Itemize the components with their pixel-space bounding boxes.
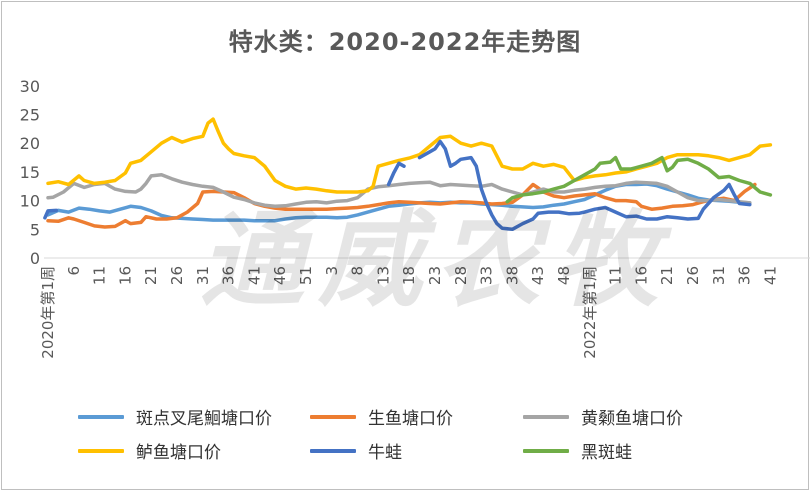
legend-swatch bbox=[523, 448, 569, 453]
watermark: 通威农牧 bbox=[200, 199, 673, 321]
y-tick-label: 0 bbox=[30, 249, 40, 268]
x-tick-label: 36 bbox=[736, 266, 754, 285]
legend-label: 生鱼塘口价 bbox=[368, 409, 453, 429]
y-tick-label: 10 bbox=[20, 192, 40, 211]
legend-label: 牛蛙 bbox=[368, 443, 402, 463]
x-tick-label: 38 bbox=[503, 266, 521, 285]
series-line-0 bbox=[46, 182, 752, 223]
x-tick-label: 21 bbox=[142, 266, 160, 285]
legend-label: 鲈鱼塘口价 bbox=[136, 443, 221, 463]
legend-item-spotted-pompano: 斑点叉尾鮰塘口价 bbox=[78, 404, 272, 429]
x-tick-label: 18 bbox=[400, 266, 418, 285]
x-tick-label: 8 bbox=[349, 266, 367, 276]
x-tick-label: 46 bbox=[271, 266, 289, 285]
legend-swatch bbox=[310, 414, 356, 419]
series-line-4 bbox=[417, 139, 752, 232]
x-axis-ticks: 2020年第1周 6 11 16 21 26 31 36 41 46 51 3 8 13 18 23 28 33 3… bbox=[39, 266, 779, 359]
series-line-4 bbox=[43, 208, 59, 220]
legend-item-black-spotted-frog: 黑斑蛙 bbox=[523, 438, 632, 463]
x-tick-label: 31 bbox=[710, 266, 728, 285]
x-tick-label: 23 bbox=[426, 266, 444, 285]
y-tick-label: 15 bbox=[20, 163, 40, 182]
x-tick-label: 48 bbox=[555, 266, 573, 285]
x-tick-label: 13 bbox=[374, 266, 392, 285]
legend: 斑点叉尾鮰塘口价 生鱼塘口价 黄颡鱼塘口价 鲈鱼塘口价 牛蛙 黑斑蛙 bbox=[78, 404, 778, 466]
x-tick-label: 3 bbox=[323, 266, 341, 276]
y-tick-label: 20 bbox=[20, 134, 40, 153]
x-tick-label: 16 bbox=[632, 266, 650, 285]
x-tick-label: 26 bbox=[684, 266, 702, 285]
series-line-1 bbox=[46, 182, 757, 229]
y-tick-label: 5 bbox=[30, 220, 40, 239]
x-tick-label: 16 bbox=[116, 266, 134, 285]
x-tick-label: 11 bbox=[607, 266, 625, 285]
x-tick-label: 43 bbox=[529, 266, 547, 285]
y-tick-label: 30 bbox=[20, 77, 40, 96]
legend-item-bullfrog: 牛蛙 bbox=[310, 438, 402, 463]
x-tick-label: 2022年第1周 bbox=[581, 266, 599, 359]
x-tick-label: 26 bbox=[168, 266, 186, 285]
x-tick-label: 2020年第1周 bbox=[39, 266, 57, 359]
x-tick-label: 36 bbox=[220, 266, 238, 285]
x-tick-label: 31 bbox=[194, 266, 212, 285]
y-tick-label: 25 bbox=[20, 106, 40, 125]
chart-title: 特水类：2020-2022年走势图 bbox=[228, 28, 582, 56]
series-line-4 bbox=[386, 161, 406, 187]
legend-label: 黑斑蛙 bbox=[581, 443, 632, 463]
legend-item-sea-bass: 鲈鱼塘口价 bbox=[78, 438, 221, 463]
legend-swatch bbox=[310, 448, 356, 453]
x-tick-label: 41 bbox=[245, 266, 263, 285]
x-tick-label: 11 bbox=[91, 266, 109, 285]
x-tick-label: 51 bbox=[297, 266, 315, 285]
x-tick-label: 28 bbox=[452, 266, 470, 285]
x-tick-label: 6 bbox=[65, 266, 83, 276]
legend-swatch bbox=[78, 414, 124, 419]
x-tick-label: 21 bbox=[658, 266, 676, 285]
x-tick-label: 33 bbox=[478, 266, 496, 285]
x-tick-label: 41 bbox=[761, 266, 779, 285]
series-lines bbox=[43, 117, 773, 232]
y-axis-ticks: 0 5 10 15 20 25 30 bbox=[20, 77, 40, 268]
legend-label: 斑点叉尾鮰塘口价 bbox=[136, 409, 272, 429]
legend-label: 黄颡鱼塘口价 bbox=[581, 409, 683, 429]
legend-item-yellow-catfish: 黄颡鱼塘口价 bbox=[523, 404, 683, 429]
legend-swatch bbox=[523, 414, 569, 419]
legend-item-snakehead: 生鱼塘口价 bbox=[310, 404, 453, 429]
series-line-5 bbox=[505, 155, 773, 204]
legend-swatch bbox=[78, 448, 124, 453]
